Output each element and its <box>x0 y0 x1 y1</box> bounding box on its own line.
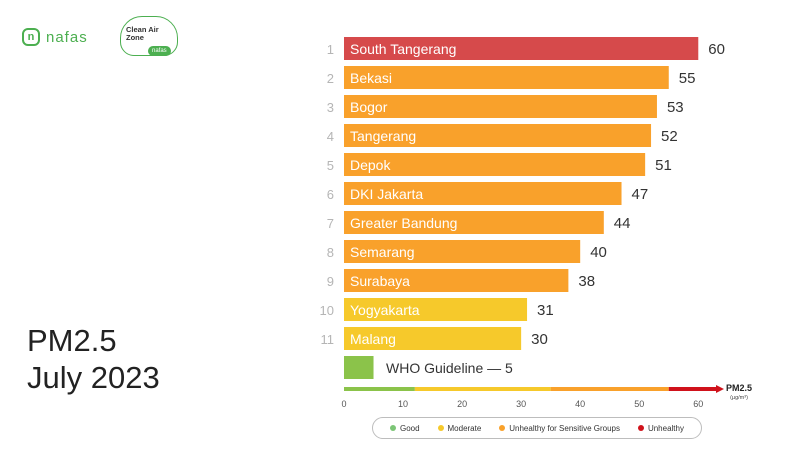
chart-legend: Good Moderate Unhealthy for Sensitive Grou… <box>372 417 702 439</box>
category-label: DKI Jakarta <box>350 186 423 202</box>
rank-label: 10 <box>320 303 334 318</box>
axis-arrow-icon <box>716 385 724 393</box>
x-tick-label: 40 <box>575 399 585 409</box>
rank-label: 7 <box>327 216 334 231</box>
category-label: Malang <box>350 331 396 347</box>
nafas-logo: n nafas <box>22 28 88 46</box>
value-label: 38 <box>578 273 595 290</box>
scale-band <box>414 387 551 391</box>
legend-item: Moderate <box>437 423 482 433</box>
scale-band <box>344 387 415 391</box>
x-tick-label: 60 <box>693 399 703 409</box>
rank-label: 9 <box>327 274 334 289</box>
x-tick-label: 30 <box>516 399 526 409</box>
x-tick-label: 50 <box>634 399 644 409</box>
value-label: 30 <box>531 331 548 348</box>
category-label: Depok <box>350 157 391 173</box>
bar <box>344 37 699 60</box>
legend-label: Unhealthy for Sensitive Groups <box>509 423 620 433</box>
bar <box>344 124 652 147</box>
nafas-logo-icon: n <box>22 28 40 46</box>
rank-label: 3 <box>327 100 334 115</box>
cloud-icon <box>120 16 178 56</box>
category-label: Tangerang <box>350 128 416 144</box>
legend-dot-icon <box>437 425 444 431</box>
bar <box>344 298 528 321</box>
rank-label: 5 <box>327 158 334 173</box>
rank-label: 11 <box>321 332 335 347</box>
value-label: 44 <box>614 215 631 232</box>
category-label: Surabaya <box>350 273 410 289</box>
category-label: Bekasi <box>350 70 392 86</box>
category-label: South Tangerang <box>350 41 456 57</box>
bar <box>344 211 604 234</box>
x-tick-label: 0 <box>341 399 346 409</box>
rank-label: 8 <box>327 245 334 260</box>
value-label: 40 <box>590 244 607 261</box>
value-label: 51 <box>655 157 672 174</box>
bar <box>344 240 581 263</box>
x-tick-label: 20 <box>457 399 467 409</box>
bar <box>344 327 522 350</box>
bar <box>344 95 657 118</box>
category-label: Greater Bandung <box>350 215 457 231</box>
legend-dot-icon <box>499 425 506 431</box>
category-label: Semarang <box>350 244 415 260</box>
nafas-logo-text: nafas <box>46 28 88 46</box>
scale-band <box>668 387 716 391</box>
bar <box>344 182 622 205</box>
who-guideline-label: WHO Guideline — 5 <box>386 360 513 376</box>
x-tick-label: 10 <box>398 399 408 409</box>
bar <box>344 66 669 89</box>
rank-label: 2 <box>327 71 334 86</box>
axis-label: PM2.5 <box>726 383 752 393</box>
value-label: 31 <box>537 302 554 319</box>
badge-line2: Zone <box>126 33 144 42</box>
axis-unit: (µg/m³) <box>730 395 748 401</box>
badge-line1: Clean Air <box>126 25 159 34</box>
bar <box>344 269 569 292</box>
who-guideline-bar <box>344 356 374 379</box>
legend-item: Unhealthy for Sensitive Groups <box>499 424 620 433</box>
value-label: 47 <box>632 186 649 203</box>
clean-air-zone-badge: Clean Air Zone nafas <box>120 16 180 58</box>
value-label: 55 <box>679 70 696 87</box>
scale-band <box>550 387 669 391</box>
legend-label: Moderate <box>447 423 482 433</box>
category-label: Bogor <box>350 99 388 115</box>
rank-label: 4 <box>327 129 334 144</box>
page-title: PM2.5 July 2023 <box>27 322 160 396</box>
value-label: 52 <box>661 128 678 145</box>
legend-item: Unhealthy <box>637 423 684 433</box>
title-period: July 2023 <box>27 360 160 395</box>
value-label: 60 <box>708 41 725 58</box>
legend-dot-icon <box>637 425 644 431</box>
legend-dot-icon <box>389 425 396 431</box>
rank-label: 6 <box>327 187 334 202</box>
legend-label: Good <box>399 423 420 433</box>
legend-label: Unhealthy <box>647 423 684 433</box>
value-label: 53 <box>667 99 684 116</box>
title-metric: PM2.5 <box>27 323 117 358</box>
rank-label: 1 <box>327 42 334 57</box>
brand-header: n nafas Clean Air Zone nafas <box>22 14 222 58</box>
legend-item: Good <box>389 423 420 433</box>
bar <box>344 153 646 176</box>
category-label: Yogyakarta <box>350 302 420 318</box>
badge-tag: nafas <box>148 46 171 56</box>
